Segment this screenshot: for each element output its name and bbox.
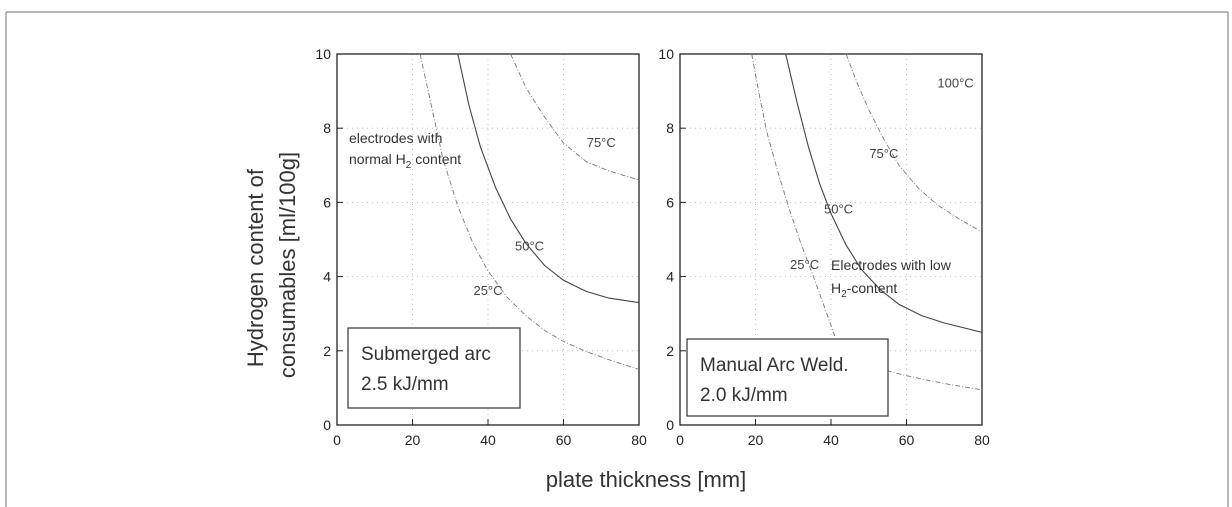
curve-label: 25°C xyxy=(473,283,502,298)
curve-label: 75°C xyxy=(587,135,616,150)
y-tick-label: 10 xyxy=(658,46,674,62)
x-tick-label: 20 xyxy=(405,432,421,448)
x-tick-label: 0 xyxy=(333,432,341,448)
annotation-line-2: normal H2 content xyxy=(349,151,461,171)
panel-manual-arc: 0 20 40 60 80 0 2 4 6 8 10 25°C 50°C 75°C 100°C Electro… xyxy=(658,46,990,448)
y-tick-label: 4 xyxy=(323,269,331,285)
y-tick-label: 2 xyxy=(323,343,331,359)
series-line-75-c xyxy=(845,54,982,233)
x-tick-label: 60 xyxy=(556,432,572,448)
y-tick-label: 8 xyxy=(666,120,674,136)
annotation-line-2: H2-content xyxy=(831,280,897,300)
x-tick-label: 80 xyxy=(631,432,647,448)
y-tick-label: 2 xyxy=(666,343,674,359)
legend-line-1: Manual Arc Weld. xyxy=(700,355,849,376)
legend-line-2: 2.5 kJ/mm xyxy=(361,374,449,395)
y-axis-title-line-1: Hydrogen content of xyxy=(243,168,268,367)
annotation-subscript: 2 xyxy=(841,289,847,300)
curve-label: 50°C xyxy=(515,239,544,254)
x-tick-label: 40 xyxy=(480,432,496,448)
x-axis-title: plate thickness [mm] xyxy=(546,467,747,492)
series-line-50-c xyxy=(785,54,982,333)
series-line-75-c xyxy=(510,54,639,181)
annotation-text: content xyxy=(411,151,461,167)
y-tick-label: 0 xyxy=(323,417,331,433)
panel-submerged-arc: 0 20 40 60 80 0 2 4 6 8 10 25°C 50°C 75°C electrodes w… xyxy=(315,46,647,448)
y-tick-label: 8 xyxy=(323,120,331,136)
curve-label: 50°C xyxy=(824,202,853,217)
y-tick-label: 6 xyxy=(666,194,674,210)
series-line-50-c xyxy=(457,54,639,304)
annotation-text: normal H xyxy=(349,151,406,167)
series-line-25-c xyxy=(751,54,836,337)
legend-box xyxy=(347,327,521,409)
y-tick-label: 10 xyxy=(315,46,331,62)
legend-line-2: 2.0 kJ/mm xyxy=(700,385,788,406)
annotation-line-1: Electrodes with low xyxy=(831,257,952,273)
annotation-text: H xyxy=(831,280,841,296)
y-axis-title: Hydrogen content of consumables [ml/100g… xyxy=(243,152,300,378)
series-line-25-c xyxy=(419,54,639,370)
curve-label: 75°C xyxy=(869,146,898,161)
x-tick-label: 60 xyxy=(899,432,915,448)
y-tick-label: 4 xyxy=(666,269,674,285)
y-tick-label: 6 xyxy=(323,194,331,210)
x-tick-label: 80 xyxy=(974,432,990,448)
y-tick-label: 0 xyxy=(666,417,674,433)
annotation-subscript: 2 xyxy=(406,160,412,171)
x-tick-label: 40 xyxy=(823,432,839,448)
x-tick-label: 0 xyxy=(676,432,684,448)
legend-line-1: Submerged arc xyxy=(361,344,491,365)
curve-label: 25°C xyxy=(790,257,819,272)
legend-box xyxy=(686,338,889,417)
y-axis-title-line-2: consumables [ml/100g] xyxy=(275,152,300,378)
annotation-text: -content xyxy=(847,280,898,296)
x-tick-label: 20 xyxy=(748,432,764,448)
annotation-line-1: electrodes with xyxy=(349,130,442,146)
curve-label: 100°C xyxy=(937,75,973,90)
